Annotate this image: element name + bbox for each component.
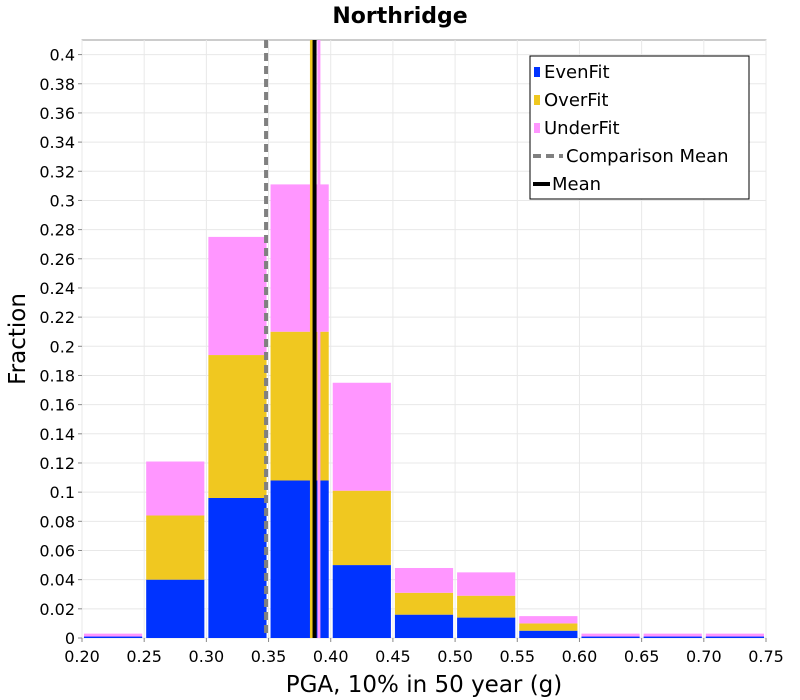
y-tick-label: 0.26 bbox=[39, 250, 75, 269]
y-tick-label: 0.22 bbox=[39, 308, 75, 327]
bar-overfit-0.25 bbox=[146, 515, 205, 580]
y-tick-label: 0 bbox=[65, 629, 75, 648]
y-tick-label: 0.16 bbox=[39, 396, 75, 415]
y-tick-label: 0.3 bbox=[50, 191, 75, 210]
y-tick-label: 0.2 bbox=[50, 337, 75, 356]
legend: EvenFit OverFit UnderFit Comparison Mean Mea… bbox=[529, 55, 750, 200]
y-tick-label: 0.02 bbox=[39, 600, 75, 619]
bar-evenfit-0.20 bbox=[84, 636, 143, 638]
x-tick-label: 0.40 bbox=[313, 647, 349, 666]
bar-overfit-0.40 bbox=[332, 490, 391, 566]
y-tick-label: 0.06 bbox=[39, 541, 75, 560]
bar-evenfit-0.60 bbox=[581, 636, 640, 638]
bar-overfit-0.50 bbox=[457, 595, 516, 618]
x-tick-label: 0.65 bbox=[624, 647, 660, 666]
bar-evenfit-0.40 bbox=[332, 565, 391, 638]
bar-underfit-0.50 bbox=[457, 572, 516, 596]
x-tick-label: 0.75 bbox=[748, 647, 784, 666]
x-tick-label: 0.50 bbox=[437, 647, 473, 666]
x-tick-label: 0.60 bbox=[562, 647, 598, 666]
legend-label-mean: Mean bbox=[552, 174, 601, 195]
x-tick-label: 0.30 bbox=[189, 647, 225, 666]
bar-evenfit-0.70 bbox=[705, 636, 764, 638]
bar-evenfit-0.45 bbox=[394, 614, 454, 638]
legend-swatch-underfit bbox=[534, 123, 540, 133]
x-tick-label: 0.25 bbox=[126, 647, 162, 666]
bar-evenfit-0.50 bbox=[457, 617, 516, 638]
y-tick-label: 0.4 bbox=[50, 46, 75, 65]
legend-label-evenfit: EvenFit bbox=[544, 62, 610, 83]
x-axis-ticks: 0.20 0.25 0.30 0.35 0.40 0.45 0.50 0.55 0.60 0.65… bbox=[64, 638, 784, 666]
y-tick-label: 0.38 bbox=[39, 75, 75, 94]
bar-underfit-0.55 bbox=[519, 616, 578, 624]
y-axis-label: Fraction bbox=[5, 293, 31, 385]
y-tick-label: 0.18 bbox=[39, 366, 75, 385]
legend-label-underfit: UnderFit bbox=[544, 118, 620, 139]
y-tick-label: 0.34 bbox=[39, 133, 75, 152]
x-tick-label: 0.55 bbox=[499, 647, 535, 666]
x-tick-label: 0.35 bbox=[251, 647, 287, 666]
y-tick-label: 0.08 bbox=[39, 512, 75, 531]
bar-evenfit-0.25 bbox=[146, 579, 205, 638]
bar-underfit-0.60 bbox=[581, 633, 640, 637]
bar-evenfit-0.30 bbox=[208, 497, 267, 638]
x-tick-label: 0.20 bbox=[64, 647, 100, 666]
x-axis-label: PGA, 10% in 50 year (g) bbox=[286, 672, 563, 698]
y-tick-label: 0.32 bbox=[39, 162, 75, 181]
bar-underfit-0.45 bbox=[394, 567, 454, 593]
bar-overfit-0.30 bbox=[208, 355, 267, 498]
mean-lines-group bbox=[264, 40, 321, 638]
bar-underfit-0.30 bbox=[208, 236, 267, 356]
chart-title: Northridge bbox=[332, 4, 467, 29]
bar-underfit-0.40 bbox=[332, 382, 391, 491]
y-axis-ticks: 0 0.02 0.04 0.06 0.08 0.1 0.12 0.14 0.16 0.18 0.2 0… bbox=[39, 46, 82, 648]
bars-group bbox=[84, 184, 764, 638]
legend-label-comparison-mean: Comparison Mean bbox=[566, 146, 729, 167]
y-tick-label: 0.28 bbox=[39, 221, 75, 240]
bar-underfit-0.20 bbox=[84, 633, 143, 637]
bar-overfit-0.45 bbox=[394, 592, 454, 615]
y-tick-label: 0.1 bbox=[50, 483, 75, 502]
y-tick-label: 0.04 bbox=[39, 571, 75, 590]
bar-underfit-0.25 bbox=[146, 461, 205, 516]
bar-evenfit-0.65 bbox=[643, 636, 702, 638]
y-tick-label: 0.24 bbox=[39, 279, 75, 298]
bar-underfit-0.70 bbox=[705, 633, 764, 637]
x-tick-label: 0.70 bbox=[686, 647, 722, 666]
bar-underfit-0.65 bbox=[643, 633, 702, 637]
y-tick-label: 0.36 bbox=[39, 104, 75, 123]
bar-evenfit-0.55 bbox=[519, 630, 578, 638]
legend-label-overfit: OverFit bbox=[544, 90, 608, 111]
bar-overfit-0.55 bbox=[519, 623, 578, 631]
legend-swatch-evenfit bbox=[534, 67, 540, 77]
y-tick-label: 0.12 bbox=[39, 454, 75, 473]
legend-box bbox=[529, 55, 750, 200]
x-tick-label: 0.45 bbox=[375, 647, 411, 666]
legend-swatch-overfit bbox=[534, 95, 540, 105]
y-tick-label: 0.14 bbox=[39, 425, 75, 444]
